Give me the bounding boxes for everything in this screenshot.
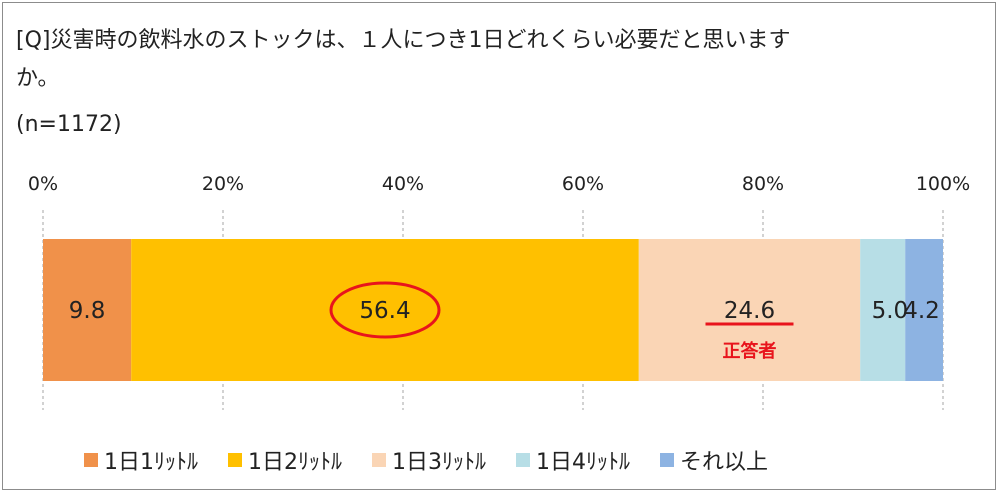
legend-item: 1日4ﾘｯﾄﾙ <box>516 444 630 476</box>
legend-swatch <box>516 453 530 467</box>
highlight-ellipse <box>329 281 441 339</box>
data-label: 5.0 <box>872 298 909 324</box>
legend-label: それ以上 <box>680 450 769 475</box>
bar-segment <box>905 239 943 381</box>
correct-answer-label: 正答者 <box>723 340 777 362</box>
sample-size: (n=1172) <box>16 112 122 137</box>
x-tick-label: 20% <box>202 173 244 195</box>
legend-label: 1日3ﾘｯﾄﾙ <box>392 450 486 475</box>
legend-swatch <box>228 453 242 467</box>
x-tick-label: 60% <box>562 173 604 195</box>
bar-segment <box>131 239 639 381</box>
legend-label: 1日4ﾘｯﾄﾙ <box>536 450 630 475</box>
legend-label: 1日1ﾘｯﾄﾙ <box>104 450 198 475</box>
bar-segment <box>43 239 132 381</box>
legend-item: 1日2ﾘｯﾄﾙ <box>228 444 342 476</box>
bar-segment <box>638 239 861 381</box>
legend-item: 1日1ﾘｯﾄﾙ <box>84 444 198 476</box>
legend-item: それ以上 <box>660 444 768 476</box>
chart-legend: 1日1ﾘｯﾄﾙ 1日2ﾘｯﾄﾙ 1日3ﾘｯﾄﾙ 1日4ﾘｯﾄﾙ それ以上 <box>84 444 768 476</box>
legend-swatch <box>372 453 386 467</box>
x-tick-label: 100% <box>916 173 970 195</box>
legend-label: 1日2ﾘｯﾄﾙ <box>248 450 342 475</box>
data-label: 56.4 <box>359 298 410 324</box>
data-label: 4.2 <box>903 298 940 324</box>
x-tick-label: 80% <box>742 173 784 195</box>
chart-title: [Q]災害時の飲料水のストックは、１人につき1日どれくらい必要だと思います か。 <box>16 22 816 98</box>
x-tick-label: 40% <box>382 173 424 195</box>
data-label: 9.8 <box>69 298 106 324</box>
title-line-1: [Q]災害時の飲料水のストックは、１人につき1日どれくらい必要だと思います <box>16 28 791 53</box>
title-line-2: か。 <box>16 66 60 91</box>
x-tick-label: 0% <box>28 173 58 195</box>
data-label: 24.6 <box>724 298 775 324</box>
legend-swatch <box>84 453 98 467</box>
legend-swatch <box>660 453 674 467</box>
bar-segment <box>860 239 906 381</box>
legend-item: 1日3ﾘｯﾄﾙ <box>372 444 486 476</box>
